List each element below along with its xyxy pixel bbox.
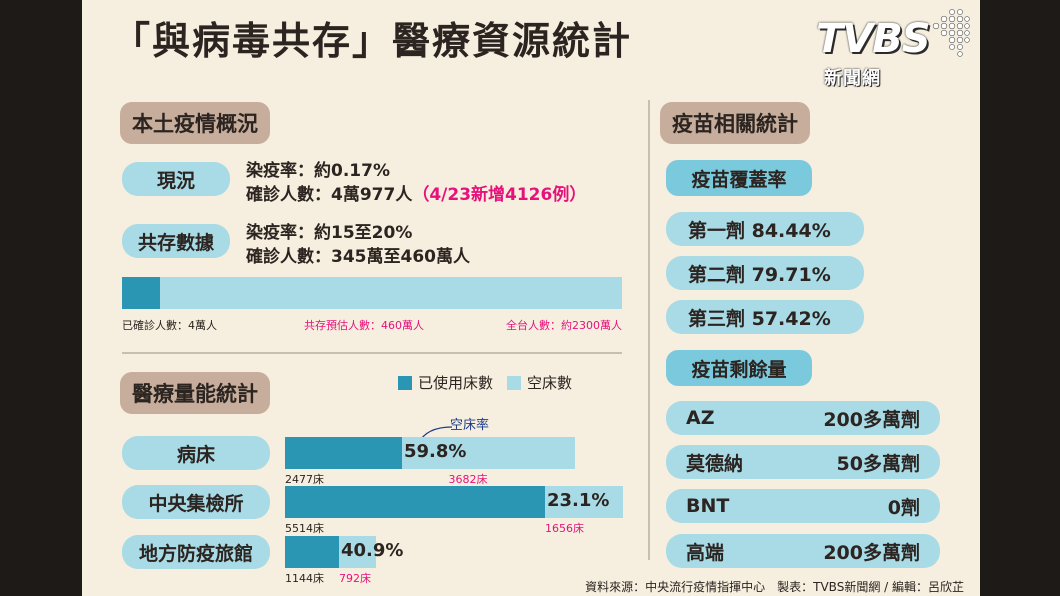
coverage-tag: 疫苗覆蓋率 [666,160,812,196]
page-title: 「與病毒共存」醫療資源統計 [112,19,633,63]
infographic-card: 「與病毒共存」醫療資源統計 TVBS 新聞網 本土疫情概況 現況 染疫率：約0.… [82,0,980,596]
current-label: 現況 [122,162,230,196]
capacity-used-count: 2477床 [285,473,324,486]
capacity-used-bar [285,486,545,518]
current-infection-rate: 染疫率：約0.17% [246,161,390,181]
remaining-row: AZ 200多萬劑 [666,401,940,435]
capacity-used-bar [285,437,402,469]
coexist-infection-rate: 染疫率：約15至20% [246,223,413,243]
vaccine-remaining: 50多萬劑 [836,452,920,475]
vaccine-name: 莫德納 [686,452,744,475]
empty-rate-label: 空床率 [450,418,490,433]
population-bar [122,277,622,309]
logo-dots-icon [932,9,970,57]
remaining-row: 高端 200多萬劑 [666,534,940,568]
capacity-used-bar [285,536,339,568]
vaccine-remaining: 200多萬劑 [823,541,920,564]
vaccine-name: AZ [686,407,715,429]
remaining-tag: 疫苗剩餘量 [666,350,812,386]
horizontal-divider [122,352,622,354]
capacity-empty-bar [545,486,623,518]
current-confirmed-line: 確診人數：4萬977人（4/23新增4126例） [246,180,586,205]
capacity-legend: 已使用床數 空床數 [398,372,572,393]
total-population-label: 全台人數：約2300萬人 [506,319,622,332]
source-credit: 資料來源：中央流行疫情指揮中心 製表：TVBS新聞網 / 編輯：呂欣芷 [585,580,964,594]
remaining-row: 莫德納 50多萬劑 [666,445,940,479]
remaining-row: BNT 0劑 [666,489,940,523]
new-cases-note: （4/23新增4126例） [412,185,587,205]
empty-swatch-icon [507,375,522,390]
confirmed-population-label: 已確診人數：4萬人 [122,319,217,332]
capacity-empty-rate: 40.9% [341,540,404,561]
coverage-dose-1: 第一劑 84.44% [666,212,864,246]
legend-empty: 空床數 [527,374,573,392]
vertical-divider [648,100,650,560]
vaccine-remaining: 0劑 [887,496,920,519]
vaccine-name: 高端 [686,541,725,564]
capacity-empty-count: 1656床 [545,522,584,535]
capacity-used-count: 1144床 [285,572,324,585]
capacity-empty-rate: 59.8% [404,441,467,462]
logo-wordmark: TVBS [816,16,931,62]
population-bar-confirmed [122,277,160,309]
vaccine-stats-header: 疫苗相關統計 [660,102,810,144]
estimated-population-label: 共存預估人數：460萬人 [304,319,424,332]
coexist-confirmed: 確診人數：345萬至460萬人 [246,247,470,267]
capacity-row-label: 中央集檢所 [122,485,270,519]
capacity-empty-count: 792床 [339,572,371,585]
capacity-empty-rate: 23.1% [547,490,610,511]
used-swatch-icon [398,375,412,390]
capacity-empty-count: 3682床 [448,473,488,486]
capacity-row-label: 地方防疫旅館 [122,535,270,569]
coexist-label: 共存數據 [122,224,230,258]
medical-capacity-header: 醫療量能統計 [120,372,270,414]
vaccine-name: BNT [686,495,730,517]
coverage-dose-2: 第二劑 79.71% [666,256,864,290]
capacity-empty-bar [402,437,575,469]
capacity-empty-bar [339,536,376,568]
tvbs-logo: TVBS 新聞網 [810,6,970,92]
capacity-row-label: 病床 [122,436,270,470]
legend-used: 已使用床數 [418,374,494,392]
capacity-used-count: 5514床 [285,522,324,535]
vaccine-remaining: 200多萬劑 [823,408,920,431]
current-confirmed: 確診人數：4萬977人 [246,185,413,205]
coverage-dose-3: 第三劑 57.42% [666,300,864,334]
logo-subtitle: 新聞網 [824,68,881,89]
local-situation-header: 本土疫情概況 [120,102,270,144]
